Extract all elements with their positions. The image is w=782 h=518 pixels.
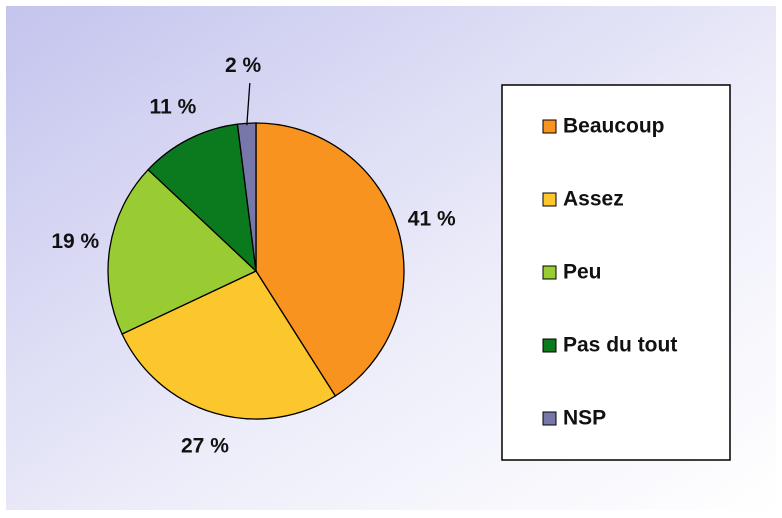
legend-label: Peu — [563, 261, 602, 284]
legend-swatch — [542, 192, 557, 207]
legend-swatch — [542, 265, 557, 280]
leader-line — [246, 83, 251, 126]
legend-label: Assez — [563, 188, 624, 211]
legend-swatch — [542, 411, 557, 426]
legend-box — [501, 84, 731, 461]
data-label: 19 % — [51, 230, 99, 253]
pie-slice — [147, 123, 257, 273]
pie-slice — [121, 270, 337, 420]
legend-label: Pas du tout — [563, 334, 677, 357]
legend-swatch — [542, 338, 557, 353]
data-label: 27 % — [181, 434, 229, 457]
pie-slice — [107, 168, 258, 335]
legend-swatch — [542, 119, 557, 134]
legend-label: NSP — [563, 407, 606, 430]
data-label: 2 % — [225, 54, 262, 77]
data-label: 11 % — [150, 95, 197, 118]
data-label: 41 % — [408, 207, 456, 230]
pie-slice — [255, 122, 405, 397]
legend-label: Beaucoup — [563, 115, 665, 138]
